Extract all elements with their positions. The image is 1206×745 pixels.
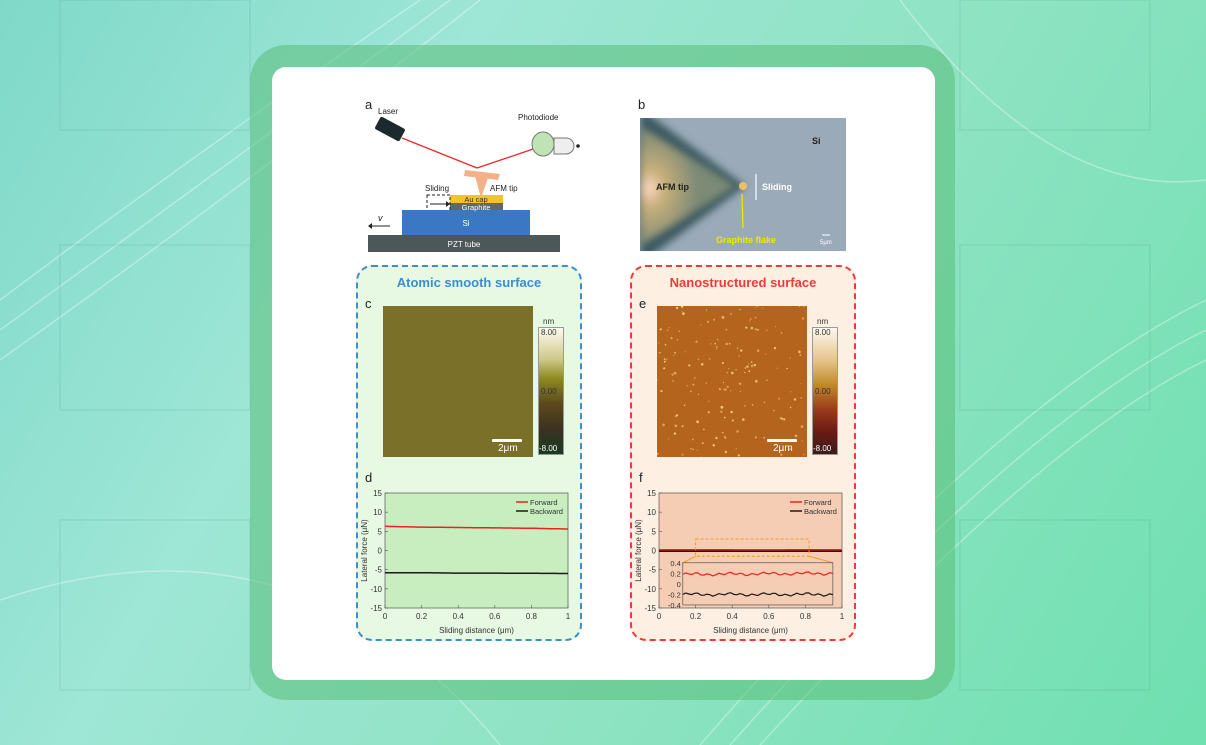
afm-tip-icon — [464, 170, 500, 198]
panel-a-label: a — [365, 97, 373, 112]
legend-label-forward: Forward — [804, 498, 832, 507]
sliding-label: Sliding — [425, 184, 449, 193]
si-label-b: Si — [812, 136, 821, 146]
plot-area — [384, 492, 569, 609]
colorbar-max-e: 8.00 — [815, 328, 831, 337]
x-tick-label: 0.8 — [800, 612, 812, 621]
graphite-flake-label: Graphite flake — [716, 235, 776, 245]
x-tick-label: 0.4 — [453, 612, 465, 621]
sliding-label-b: Sliding — [762, 182, 792, 192]
inset-y-tick-label: -0.2 — [668, 590, 681, 599]
scale-label-c: 2μm — [498, 443, 518, 454]
zoom-region-box — [695, 538, 810, 557]
x-tick-label: 0.6 — [489, 612, 501, 621]
panel-f-label: f — [639, 470, 643, 485]
afm-setup-schematic: Laser Photodiode AFM tip Sliding Au cap … — [368, 107, 580, 252]
x-tick-label: 0.2 — [690, 612, 702, 621]
y-axis-label: Lateral force (μN) — [360, 519, 369, 582]
y-tick-label: 5 — [378, 527, 383, 536]
x-tick-label: 0.2 — [416, 612, 428, 621]
photodiode-icon — [531, 131, 580, 157]
si-label: Si — [462, 219, 469, 228]
x-tick-label: 0.8 — [526, 612, 538, 621]
y-tick-label: -5 — [375, 566, 383, 575]
y-tick-label: 0 — [652, 547, 657, 556]
legend-label-forward: Forward — [530, 498, 558, 507]
laser-icon — [375, 116, 405, 142]
afm-tip-label: AFM tip — [490, 184, 518, 193]
zoom-connector — [682, 555, 696, 564]
x-tick-label: 0 — [657, 612, 662, 621]
zoom-connector — [808, 555, 833, 564]
panel-c-label: c — [365, 296, 372, 311]
x-axis-label: Sliding distance (μm) — [439, 626, 514, 635]
colorbar-max-c: 8.00 — [541, 328, 557, 337]
scale-bar-e — [767, 439, 797, 442]
laser-label: Laser — [378, 107, 398, 116]
afm-image-nanostructured — [657, 306, 807, 457]
y-tick-label: -15 — [644, 604, 656, 613]
colorbar-unit-e: nm — [817, 317, 829, 326]
y-tick-label: -15 — [370, 604, 382, 613]
y-tick-label: 5 — [652, 527, 657, 536]
inset-series-line-forward — [682, 571, 833, 577]
inset-y-tick-label: 0 — [677, 580, 681, 589]
colorbar-e — [812, 327, 838, 455]
pzt-label: PZT tube — [448, 240, 481, 249]
inset-plot-area — [682, 562, 834, 606]
series-line-forward — [384, 525, 568, 530]
x-axis-label: Sliding distance (μm) — [713, 626, 788, 635]
y-tick-label: 15 — [373, 489, 382, 498]
x-tick-label: 0 — [383, 612, 388, 621]
colorbar-c — [538, 327, 564, 455]
inset-y-tick-label: -0.4 — [668, 601, 681, 610]
y-tick-label: 15 — [647, 489, 656, 498]
graphite-label: Graphite — [462, 203, 491, 212]
panel-b-label: b — [638, 97, 646, 112]
inset-y-tick-label: 0.4 — [670, 559, 680, 568]
colorbar-mid-e: 0.00 — [815, 387, 831, 396]
y-tick-label: 10 — [373, 508, 382, 517]
y-tick-label: 10 — [647, 508, 656, 517]
afm-image-smooth — [383, 306, 533, 457]
photodiode-label: Photodiode — [518, 113, 559, 122]
y-tick-label: -10 — [644, 585, 656, 594]
inset-series-line-backward — [682, 592, 833, 597]
legend-label-backward: Backward — [804, 507, 837, 516]
legend-label-backward: Backward — [530, 507, 563, 516]
inset-y-tick-label: 0.2 — [670, 569, 680, 578]
x-tick-label: 0.6 — [763, 612, 775, 621]
x-tick-label: 1 — [566, 612, 571, 621]
optical-micrograph: AFM tip Sliding Si Graphite flake 5μm — [640, 118, 846, 251]
scale-label-e: 2μm — [773, 443, 793, 454]
x-tick-label: 1 — [840, 612, 845, 621]
y-axis-label: Lateral force (μN) — [634, 519, 643, 582]
colorbar-unit-c: nm — [543, 317, 555, 326]
panel-d-label: d — [365, 470, 373, 485]
colorbar-mid-c: 0.00 — [541, 387, 557, 396]
afm-tip-label-b: AFM tip — [656, 182, 689, 192]
velocity-label: v — [378, 213, 383, 223]
x-tick-label: 0.4 — [727, 612, 739, 621]
au-cap-label: Au cap — [464, 195, 487, 204]
y-tick-label: 0 — [378, 547, 383, 556]
scale-bar-c — [492, 439, 522, 442]
panel-e-label: e — [639, 296, 647, 311]
nanostructured-title: Nanostructured surface — [669, 275, 817, 290]
atomic-smooth-title: Atomic smooth surface — [396, 275, 542, 290]
scale-bar-b: 5μm — [820, 240, 832, 246]
y-tick-label: -5 — [649, 566, 657, 575]
series-line-backward — [385, 571, 568, 575]
colorbar-min-e: -8.00 — [813, 444, 832, 453]
y-tick-label: -10 — [370, 585, 382, 594]
colorbar-min-c: -8.00 — [539, 444, 558, 453]
